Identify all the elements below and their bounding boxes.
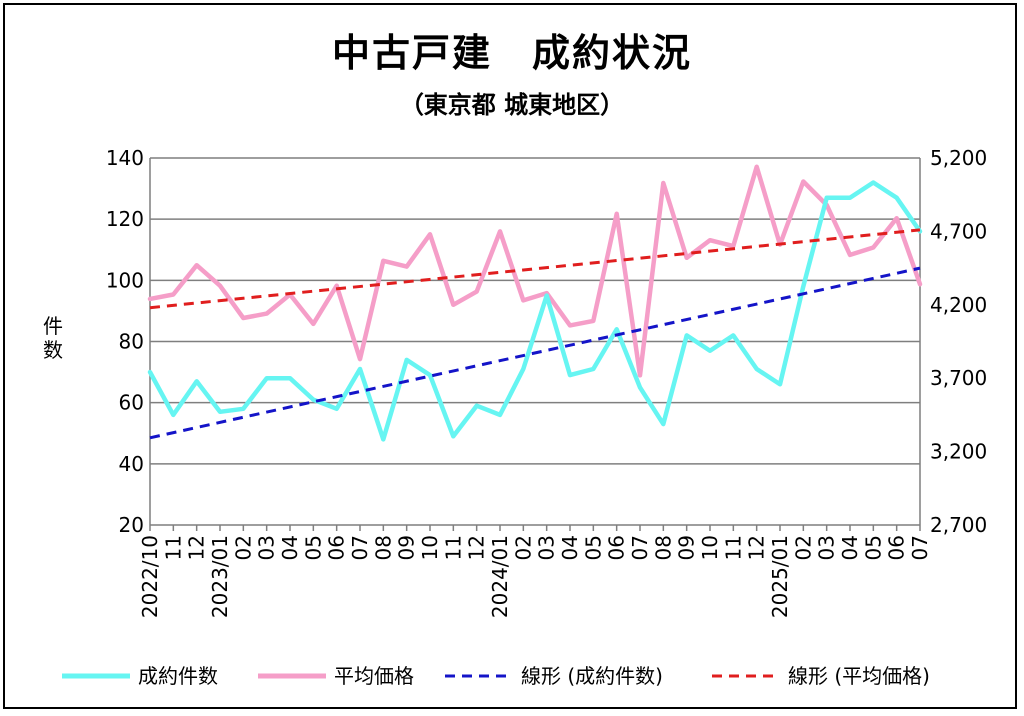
x-axis-ticks: 2022/10 11 12 2023/01 02 03 04 05 06 07 08 09 10 11 12… xyxy=(138,535,932,618)
right-tick-label: 3,700 xyxy=(930,366,987,390)
x-tick-label: 07 xyxy=(628,535,652,560)
x-tick-label: 03 xyxy=(535,535,559,560)
y-axis-label-char: 数 xyxy=(43,338,63,362)
x-tick-label: 06 xyxy=(885,535,909,560)
series-line-0 xyxy=(147,180,923,442)
x-tick-label: 11 xyxy=(441,535,465,560)
chart-subtitle: （東京都 城東地区） xyxy=(400,91,624,119)
x-tick-label: 07 xyxy=(908,535,932,560)
x-tick-label: 2024/01 xyxy=(488,535,512,618)
grid xyxy=(149,157,921,531)
legend-label: 平均価格 xyxy=(334,664,414,688)
x-tick-label: 08 xyxy=(371,535,395,560)
x-tick-label: 06 xyxy=(605,535,629,560)
x-tick-label: 12 xyxy=(185,535,209,560)
x-tick-label: 06 xyxy=(325,535,349,560)
chart-frame xyxy=(3,3,1017,709)
left-tick-label: 60 xyxy=(119,391,144,415)
right-tick-label: 4,700 xyxy=(930,219,987,243)
x-tick-label: 10 xyxy=(698,535,722,560)
x-tick-label: 2022/10 xyxy=(138,535,162,618)
x-tick-label: 04 xyxy=(838,535,862,560)
x-tick-label: 11 xyxy=(161,535,185,560)
x-tick-label: 04 xyxy=(278,535,302,560)
right-tick-label: 3,200 xyxy=(930,440,987,464)
series-layer xyxy=(147,164,923,442)
x-tick-label: 05 xyxy=(861,535,885,560)
left-tick-label: 40 xyxy=(119,452,144,476)
y-axis-label-char: 件 xyxy=(43,314,63,338)
y-axis-label: 件数 xyxy=(43,314,63,362)
left-tick-label: 100 xyxy=(106,268,144,292)
right-tick-label: 4,200 xyxy=(930,293,987,317)
x-tick-label: 09 xyxy=(675,535,699,560)
x-tick-label: 04 xyxy=(558,535,582,560)
left-tick-label: 140 xyxy=(106,146,144,170)
left-axis-ticks: 140 120 100 80 60 40 20 xyxy=(106,146,144,537)
left-tick-label: 80 xyxy=(119,330,144,354)
left-tick-label: 20 xyxy=(119,513,144,537)
x-tick-label: 03 xyxy=(815,535,839,560)
legend-label: 成約件数 xyxy=(138,664,218,688)
x-tick-label: 12 xyxy=(465,535,489,560)
right-tick-label: 2,700 xyxy=(930,513,987,537)
trendline-3 xyxy=(149,228,921,310)
x-tick-label: 05 xyxy=(581,535,605,560)
legend-label: 線形 (平均価格) xyxy=(788,664,930,688)
x-tick-label: 11 xyxy=(721,535,745,560)
x-tick-label: 02 xyxy=(231,535,255,560)
x-tick-label: 08 xyxy=(651,535,675,560)
series-line-1 xyxy=(147,164,923,378)
x-tick-label: 02 xyxy=(791,535,815,560)
trendline-2 xyxy=(149,266,921,440)
x-tick-label: 2023/01 xyxy=(208,535,232,618)
left-tick-label: 120 xyxy=(106,207,144,231)
right-axis-ticks: 5,200 4,700 4,200 3,700 3,200 2,700 xyxy=(930,146,987,537)
x-tick-label: 12 xyxy=(745,535,769,560)
right-tick-label: 5,200 xyxy=(930,146,987,170)
x-tick-label: 07 xyxy=(348,535,372,560)
x-tick-label: 02 xyxy=(511,535,535,560)
x-tick-label: 2025/01 xyxy=(768,535,792,618)
x-tick-label: 10 xyxy=(418,535,442,560)
x-tick-label: 05 xyxy=(301,535,325,560)
legend: 成約件数 平均価格 線形 (成約件数) 線形 (平均価格) xyxy=(62,664,930,688)
x-tick-label: 03 xyxy=(255,535,279,560)
legend-label: 線形 (成約件数) xyxy=(521,664,663,688)
chart-title: 中古戸建 成約状況 xyxy=(332,31,692,75)
x-tick-label: 09 xyxy=(395,535,419,560)
